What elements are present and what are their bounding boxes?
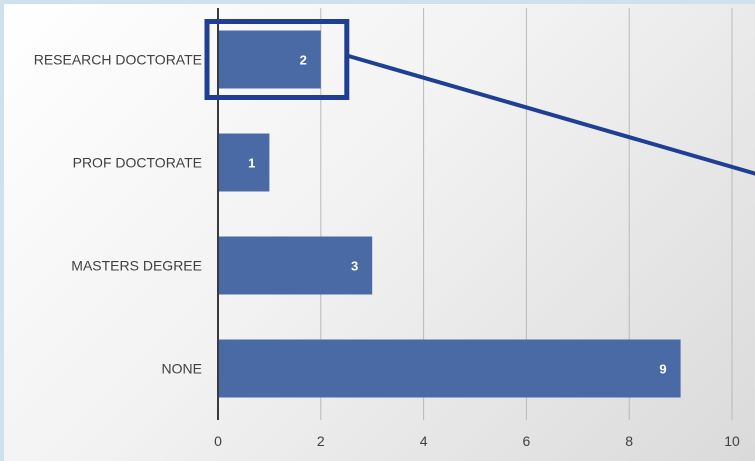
data-label-prof-doctorate: 1 [248, 156, 255, 171]
bar-masters-degree [219, 236, 373, 295]
highlight-annotation [204, 19, 755, 176]
bar-none [219, 339, 681, 398]
x-tick-label-4: 4 [420, 433, 428, 449]
data-label-masters-degree: 3 [351, 259, 358, 274]
bar-prof-doctorate [219, 133, 270, 192]
highlight-box [204, 19, 350, 100]
labels: 0 2 4 6 8 10 RESEARCH DOCTORATE 2 PROF DOCTORATE… [34, 52, 740, 450]
data-label-none: 9 [659, 362, 666, 377]
data-label-research-doctorate: 2 [300, 53, 307, 68]
category-label-research-doctorate: RESEARCH DOCTORATE [34, 52, 202, 68]
callout-line [346, 53, 755, 176]
bar-research-doctorate [219, 30, 321, 89]
category-label-prof-doctorate: PROF DOCTORATE [73, 155, 202, 171]
category-label-masters-degree: MASTERS DEGREE [71, 258, 202, 274]
bars [219, 30, 681, 398]
x-tick-label-2: 2 [317, 433, 325, 449]
x-tick-label-6: 6 [523, 433, 531, 449]
x-tick-label-8: 8 [625, 433, 633, 449]
x-tick-label-0: 0 [214, 433, 222, 449]
category-label-none: NONE [162, 361, 202, 377]
x-tick-label-10: 10 [724, 433, 740, 449]
